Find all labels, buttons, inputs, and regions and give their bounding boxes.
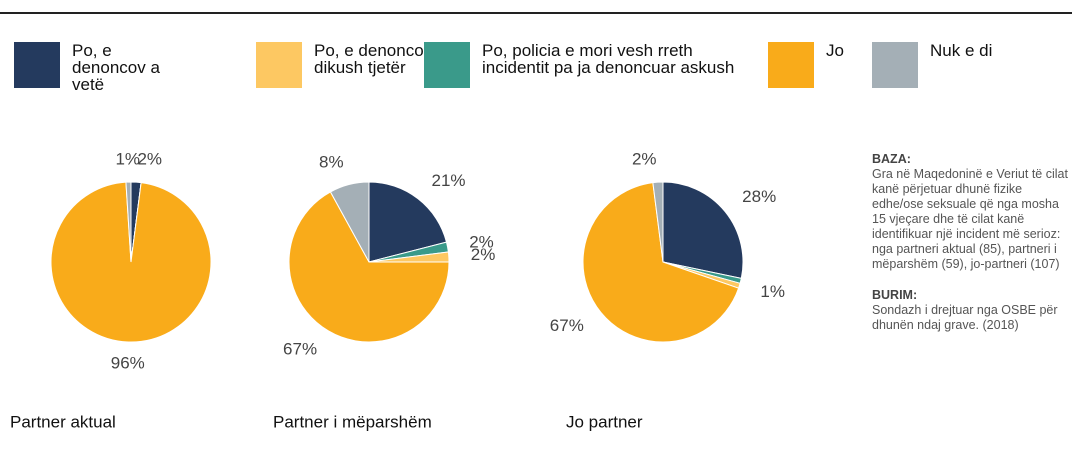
pie-slice [652,181,664,263]
legend-swatch [14,42,60,88]
legend-label: Nuk e di [930,41,993,60]
legend-item: Po, policia e mori vesh rreth incidentit… [424,42,752,88]
source-title: BURIM: [872,288,918,302]
value-label: 67% [283,339,317,358]
base-title: BAZA: [872,152,911,166]
pie-slice [50,181,212,343]
value-label: 67% [550,316,584,335]
value-label: 1% [760,282,785,301]
pie-slice [368,181,448,263]
value-label: 96% [111,353,145,372]
legend-item: Jo [768,42,866,88]
legend-item: Po, e denoncov a vetë [14,42,172,93]
value-label: 28% [742,187,776,206]
source-text: Sondazh i drejtuar nga OSBE për dhunën n… [872,303,1058,332]
legend-swatch [768,42,814,88]
chart-title: Partner aktual [10,412,116,431]
value-label: 2% [469,232,494,251]
value-label: 1% [115,150,140,169]
value-label: 21% [432,171,466,190]
value-label: 2% [471,245,496,264]
chart-title: Jo partner [566,412,643,431]
note: BAZA: Gra në Maqedoninë e Veriut të cila… [872,152,1072,333]
legend-item: Nuk e di [872,42,1050,88]
pie-slice [125,181,132,263]
legend-swatch [424,42,470,88]
pie-slice [329,181,370,263]
legend-label: Jo [826,41,844,60]
pie-slice [662,181,744,279]
legend-label: Po, policia e mori vesh rreth incidentit… [482,41,735,77]
base-text: Gra në Maqedoninë e Veriut të cilat kanë… [872,167,1068,271]
value-label: 2% [632,150,657,169]
pie-slice [288,191,450,343]
legend-item: Po, e denoncoi dikush tjetër [256,42,434,88]
legend-label: Po, e denoncov a vetë [72,41,160,94]
pie-slice [582,182,740,343]
value-label: 2% [137,150,162,169]
chart-title: Partner i mëparshëm [273,412,432,431]
charts: 2%96%1%Partner aktual21%2%2%67%8%Partner… [10,150,785,432]
legend-swatch [872,42,918,88]
top-rule [0,12,1072,14]
legend-swatch [256,42,302,88]
legend-label: Po, e denoncoi dikush tjetër [314,41,428,77]
value-label: 8% [319,153,344,172]
